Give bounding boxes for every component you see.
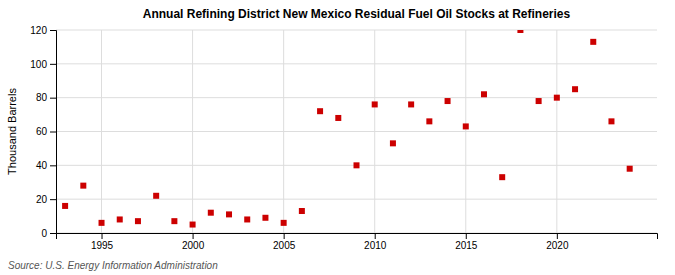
x-tick-mark: [193, 233, 194, 239]
x-tick: 2015: [455, 233, 478, 251]
y-tick: 60: [36, 126, 56, 137]
x-tick-label: 2020: [546, 240, 569, 251]
x-tick-label: 1995: [91, 240, 114, 251]
point: [608, 118, 614, 124]
point: [190, 222, 196, 228]
point: [372, 101, 378, 107]
x-tick-mark: [375, 233, 376, 239]
point: [117, 216, 123, 222]
point: [590, 39, 596, 45]
x-tick-label: 2010: [364, 240, 387, 251]
y-axis: 0 20 40 60 80 100 120: [30, 25, 56, 239]
x-tick-label: 2005: [273, 240, 296, 251]
x-grid-line: [465, 30, 466, 233]
point: [463, 123, 469, 129]
y-tick: 100: [30, 59, 56, 70]
x-tick: 2020: [546, 233, 569, 251]
y-tick-label: 100: [30, 59, 47, 70]
y-tick-label: 60: [36, 126, 48, 137]
source-note: Source: U.S. Energy Information Administ…: [8, 260, 218, 271]
point: [445, 98, 451, 104]
point: [80, 183, 86, 189]
x-grid-line: [374, 30, 375, 233]
plot-area: 1995 2000 2005 2010 2015 2020 0 20 40 60 80 100 120: [30, 25, 657, 251]
y-tick-label: 40: [36, 160, 48, 171]
point: [536, 98, 542, 104]
point: [390, 140, 396, 146]
point: [517, 30, 523, 33]
point: [299, 208, 305, 214]
y-tick: 40: [36, 160, 56, 171]
x-tick: 2005: [273, 233, 296, 251]
point: [62, 203, 68, 209]
point: [153, 193, 159, 199]
x-grid-line: [192, 30, 193, 233]
y-tick: 20: [36, 194, 56, 205]
x-tick: 2010: [364, 233, 387, 251]
y-tick-mark: [50, 132, 56, 133]
x-tick-label: 2015: [455, 240, 478, 251]
point: [135, 218, 141, 224]
y-grid-line: [56, 97, 657, 98]
x-grid-line: [101, 30, 102, 233]
point: [317, 108, 323, 114]
y-grid-line: [56, 199, 657, 200]
point: [171, 218, 177, 224]
x-axis: 1995 2000 2005 2010 2015 2020: [57, 233, 658, 251]
x-tick: 2000: [182, 233, 205, 251]
x-tick-label: 2000: [182, 240, 205, 251]
point: [572, 86, 578, 92]
point: [627, 166, 633, 172]
y-tick-label: 0: [41, 228, 47, 239]
x-tick-mark: [557, 233, 558, 239]
x-grid-line: [556, 30, 557, 233]
point: [262, 215, 268, 221]
y-tick-mark: [50, 199, 56, 200]
point: [208, 210, 214, 216]
point: [335, 115, 341, 121]
point: [426, 118, 432, 124]
y-tick-label: 80: [36, 92, 48, 103]
y-tick-mark: [50, 233, 56, 234]
y-axis-line: [50, 31, 57, 234]
grid: [56, 30, 657, 233]
x-tick: 1995: [91, 233, 114, 251]
y-tick: 80: [36, 92, 56, 103]
y-tick: 0: [41, 228, 56, 239]
points: [62, 30, 633, 228]
x-tick-mark: [102, 233, 103, 239]
point: [408, 101, 414, 107]
y-tick-mark: [50, 64, 56, 65]
title: Annual Refining District New Mexico Resi…: [143, 7, 571, 21]
point: [244, 216, 250, 222]
point: [354, 162, 360, 168]
point: [226, 211, 232, 217]
point: [99, 220, 105, 226]
y-tick-label: 120: [30, 25, 47, 36]
y-tick-mark: [50, 165, 56, 166]
point: [499, 174, 505, 180]
y-grid-line: [56, 131, 657, 132]
x-tick-mark: [466, 233, 467, 239]
y-tick-mark: [50, 30, 56, 31]
point: [281, 220, 287, 226]
x-tick-mark: [284, 233, 285, 239]
x-grid-line: [283, 30, 284, 233]
x-axis-line: [57, 234, 658, 240]
y-axis-title: Thousand Barrels: [6, 88, 18, 175]
y-tick-mark: [50, 98, 56, 99]
y-tick: 120: [30, 25, 56, 36]
point: [554, 95, 560, 101]
y-grid-line: [56, 63, 657, 64]
y-grid-line: [56, 30, 657, 31]
chart: 1995 2000 2005 2010 2015 2020 0 20 40 60 80 100 120 A…: [0, 0, 675, 275]
point: [481, 91, 487, 97]
y-tick-label: 20: [36, 194, 48, 205]
